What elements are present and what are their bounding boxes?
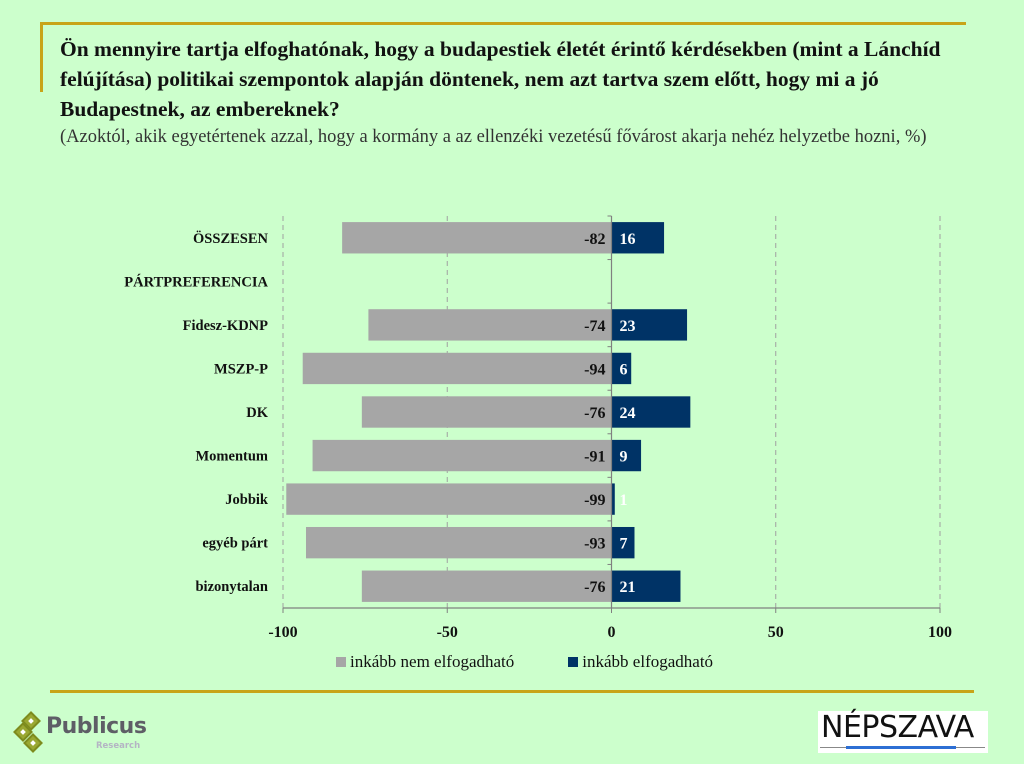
data-label: 24 [620,405,636,422]
bar-not-acceptable [286,483,612,515]
bar-not-acceptable [361,396,612,428]
nepszava-logo: NÉPSZAVA [818,711,988,753]
chart-title: Ön mennyire tartja elfoghatónak, hogy a … [60,37,941,121]
publicus-name: Publicus [46,714,147,739]
x-tick-label: -100 [268,624,297,641]
category-label: Momentum [196,449,269,465]
data-label: 21 [620,579,636,596]
data-label: 23 [620,318,636,335]
x-tick-label: -50 [437,624,458,641]
data-label: 9 [620,449,628,466]
category-label: egyéb párt [202,536,268,552]
legend-swatch-gray [336,657,346,667]
data-label: -91 [584,449,605,466]
axes: -100 -50 0 50 100 [268,215,952,641]
bar-not-acceptable [302,352,612,385]
legend-swatch-navy [568,657,579,667]
bar-not-acceptable [368,309,612,341]
bar-not-acceptable [305,526,612,559]
legend-label: inkább elfogadható [582,652,714,671]
data-label: -76 [584,405,605,422]
bar-acceptable [611,526,635,559]
legend: inkább nem elfogadható inkább elfogadhat… [336,652,713,672]
bar-acceptable [611,570,681,602]
legend-label: inkább nem elfogadható [350,652,515,671]
bar-acceptable [611,483,615,515]
category-label: MSZP-P [214,361,268,377]
data-label: -76 [584,579,605,596]
bar-acceptable [611,309,688,341]
data-label: 6 [620,361,628,378]
x-tick-label: 100 [928,624,952,641]
x-tick-label: 50 [768,624,784,641]
legend-item-acceptable: inkább elfogadható [568,652,713,672]
data-label: -82 [584,231,605,248]
nepszava-name: NÉPSZAVA [821,710,974,745]
nepszava-tagline-bar [846,746,956,749]
data-label: -94 [584,361,605,378]
x-tick-label: 0 [608,624,616,641]
data-label: -99 [584,492,605,509]
publicus-sub: Research [96,741,141,751]
category-label: DK [246,405,268,421]
category-label: ÖSSZESEN [193,230,268,247]
bar-acceptable [611,439,642,472]
data-label: 1 [620,492,628,509]
data-label: -74 [584,318,605,335]
data-label: 7 [620,536,628,553]
left-rule [40,22,43,92]
category-label: Jobbik [225,492,269,508]
bottom-rule [50,690,974,693]
bar-acceptable [611,352,632,385]
data-label: -93 [584,536,605,553]
legend-item-not-acceptable: inkább nem elfogadható [336,652,514,672]
bar-not-acceptable [361,570,612,602]
bar-acceptable [611,222,665,254]
category-label: PÁRTPREFERENCIA [124,273,268,290]
bar-acceptable [611,396,691,428]
bars [286,222,691,602]
publicus-logo: Publicus Research [12,710,152,756]
bar-not-acceptable [312,439,612,472]
category-label: bizonytalan [195,579,268,595]
bar-not-acceptable [342,222,612,254]
category-label: Fidesz-KDNP [183,318,269,334]
chart-subtitle: (Azoktól, akik egyetértenek azzal, hogy … [60,127,927,147]
data-label: 16 [620,231,636,248]
top-rule [40,22,966,25]
